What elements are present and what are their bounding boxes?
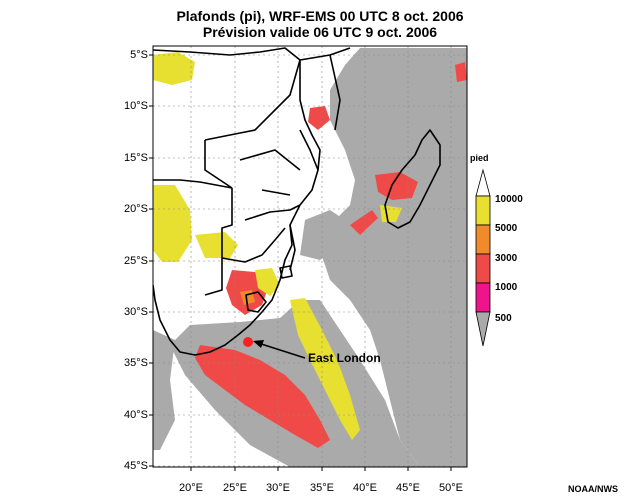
legend-label-500: 500: [495, 313, 512, 324]
legend-swatch-10000: [475, 195, 491, 226]
low-ceiling-southwest: [153, 330, 175, 450]
low-ceiling-mozambique-channel: [300, 210, 345, 260]
ceiling-10000-highveld: [255, 268, 280, 296]
map-field: East London: [153, 46, 467, 467]
ceiling-10000-botswana: [195, 232, 238, 258]
east-london-pointer-arrow: [254, 341, 306, 359]
ceiling-3000-north: [308, 106, 330, 130]
low-ceiling-ocean-east: [320, 48, 467, 467]
legend-colorbar: [475, 168, 491, 347]
border-congo-zambia: [204, 59, 301, 141]
border-zambia: [204, 140, 301, 189]
coastlines-borders: [153, 47, 441, 356]
lat-label-45s: 45°S: [124, 460, 148, 472]
madagascar-coastline: [384, 129, 441, 229]
lon-label-30e: 30°E: [266, 482, 290, 494]
legend-swatch-3000: [475, 253, 491, 284]
lon-label-40e: 40°E: [353, 482, 377, 494]
border-angola-namibia: [153, 179, 233, 189]
swaziland-outline: [279, 265, 293, 279]
border-botswana-south-africa: [221, 227, 286, 263]
legend-label-3000: 3000: [495, 253, 518, 264]
border-mozambique: [289, 129, 319, 271]
legend-above-triangle: [475, 168, 491, 197]
border-zimbabwe: [244, 189, 301, 221]
ceiling-3000-corner: [455, 62, 467, 82]
lat-label-5s: 5°S: [130, 49, 148, 61]
legend-swatch-5000: [475, 224, 491, 255]
graticule: [153, 46, 467, 467]
map-frame: [152, 45, 468, 468]
ceiling-10000-coast-band: [290, 298, 360, 440]
legend-below-triangle: [475, 311, 491, 347]
border-east-africa: [299, 47, 351, 131]
lat-label-20s: 20°S: [124, 203, 148, 215]
legend-swatch-1000: [475, 282, 491, 313]
lon-label-45e: 45°E: [396, 482, 420, 494]
border-namibia-botswana: [204, 188, 233, 296]
lon-label-20e: 20°E: [179, 482, 203, 494]
lat-label-25s: 25°S: [124, 255, 148, 267]
ceiling-10000-congo: [153, 52, 195, 85]
east-london-marker: [243, 337, 253, 347]
legend-label-1000: 1000: [495, 282, 518, 293]
lon-label-25e: 25°E: [223, 482, 247, 494]
lesotho-outline: [245, 291, 267, 313]
ceiling-10000-angola: [153, 185, 192, 262]
map-title-line2: Prévision valide 06 UTC 9 oct. 2006: [202, 24, 438, 40]
legend-label-10000: 10000: [495, 194, 523, 205]
legend-label-5000: 5000: [495, 223, 518, 234]
ceiling-3000-madagascar-channel: [375, 172, 418, 200]
lat-label-15s: 15°S: [124, 152, 148, 164]
lat-label-40s: 40°S: [124, 409, 148, 421]
east-london-label: East London: [308, 351, 381, 365]
lat-label-30s: 30°S: [124, 306, 148, 318]
lon-label-50e: 50°E: [439, 482, 463, 494]
map-title-line1: Plafonds (pi), WRF-EMS 00 UTC 8 oct. 200…: [176, 8, 464, 24]
lat-label-10s: 10°S: [124, 100, 148, 112]
east-london-arrowhead: [253, 340, 264, 348]
lat-label-35s: 35°S: [124, 357, 148, 369]
lon-label-35e: 35°E: [310, 482, 334, 494]
legend-unit-label: pied: [470, 153, 489, 163]
africa-coastline: [153, 47, 321, 356]
credit-label: NOAA/NWS: [568, 484, 618, 494]
axis-ticks: [149, 54, 452, 471]
ceiling-3000-channel-strip: [350, 210, 378, 235]
ceiling-3000-south: [195, 345, 330, 448]
